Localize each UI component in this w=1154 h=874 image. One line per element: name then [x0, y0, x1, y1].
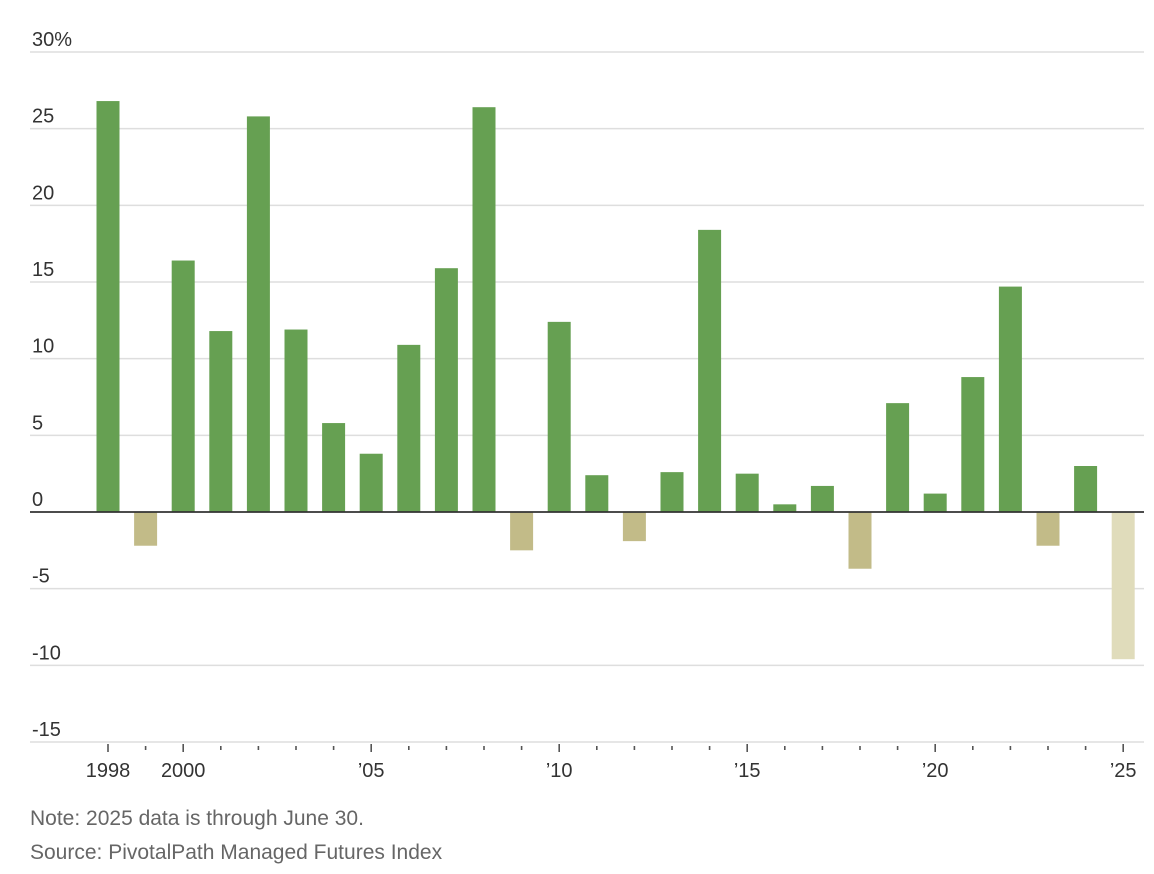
x-tick-label: ’15 — [734, 760, 761, 782]
bar-2012 — [622, 512, 646, 542]
chart-note: Note: 2025 data is through June 30. — [30, 807, 364, 830]
bar-1998 — [96, 101, 120, 513]
y-tick-label: 15 — [32, 259, 54, 281]
bar-2018 — [848, 512, 872, 569]
bar-2019 — [886, 403, 910, 512]
chart-source: Source: PivotalPath Managed Futures Inde… — [30, 841, 443, 864]
bar-2005 — [359, 453, 383, 512]
bar-2000 — [171, 260, 195, 512]
x-tick-label: ’10 — [546, 760, 573, 782]
x-tick-label: ’05 — [358, 760, 385, 782]
bar-chart: 30% 25 20 15 10 5 0 -5 -10 -15 1998 2000 ’05 ’10 ’15 ’2… — [30, 29, 1144, 782]
bar-2006 — [397, 344, 421, 512]
bar-2004 — [322, 423, 346, 512]
bar-2016 — [773, 504, 797, 512]
bar-1999 — [134, 512, 158, 546]
y-tick-label: -10 — [32, 642, 61, 664]
bar-2009 — [510, 512, 534, 551]
bar-2001 — [209, 331, 233, 512]
bar-2022 — [998, 286, 1022, 512]
y-tick-label: -5 — [32, 566, 50, 588]
y-tick-label: 20 — [32, 182, 54, 204]
bar-2020 — [923, 493, 947, 512]
bar-2021 — [961, 377, 985, 512]
bar-2010 — [547, 321, 571, 512]
bar-2017 — [810, 485, 834, 512]
x-tick-label: ’20 — [922, 760, 949, 782]
x-tick-label: 2000 — [161, 760, 206, 782]
bar-2014 — [698, 229, 722, 512]
bar-2025 — [1111, 512, 1135, 660]
bar-2015 — [735, 473, 759, 512]
axis-labels: 30% 25 20 15 10 5 0 -5 -10 -15 1998 2000 ’05 ’10 ’15 ’2… — [32, 29, 1137, 782]
x-axis — [30, 511, 1144, 752]
y-tick-label: 25 — [32, 106, 54, 128]
bar-2013 — [660, 472, 684, 512]
x-tick-label: 1998 — [86, 760, 131, 782]
bar-2002 — [246, 116, 270, 513]
y-tick-label: 10 — [32, 336, 54, 358]
bars — [96, 101, 1135, 660]
bar-2024 — [1074, 466, 1098, 512]
y-tick-label: -15 — [32, 719, 61, 741]
y-tick-label: 30% — [32, 29, 72, 51]
y-tick-label: 0 — [32, 489, 43, 511]
bar-2023 — [1036, 512, 1060, 546]
y-tick-label: 5 — [32, 412, 43, 434]
bar-2011 — [585, 475, 609, 512]
x-tick-label: ’25 — [1110, 760, 1137, 782]
bar-2008 — [472, 107, 496, 512]
bar-2007 — [434, 268, 458, 512]
bar-2003 — [284, 329, 308, 512]
